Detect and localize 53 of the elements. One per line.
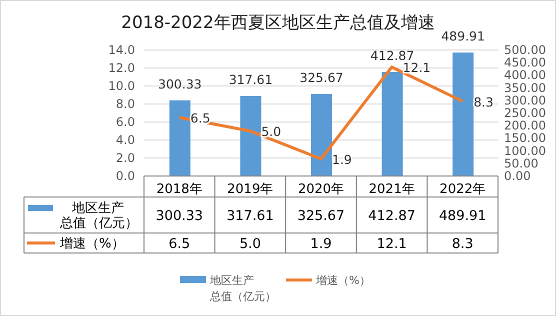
text: 489.91: [441, 28, 485, 44]
text: 2.0: [116, 151, 135, 165]
data-label: 1.9: [310, 236, 332, 252]
text: 0.00: [504, 169, 531, 183]
text: 300.00: [504, 93, 546, 108]
text: 350.00: [504, 80, 546, 95]
chart-title: 2018-2022年西夏区地区生产总值及增速: [121, 13, 435, 33]
text: 100.00: [504, 144, 546, 158]
data-label: 12.1: [376, 236, 407, 252]
data-label: 6.5: [168, 236, 190, 252]
bar: [452, 52, 474, 176]
text: 1.9: [332, 152, 352, 167]
bar: [382, 72, 403, 176]
text: 8.3: [474, 94, 494, 110]
data-label: 325.67: [297, 208, 345, 224]
text: 325.67: [300, 70, 344, 85]
x-tick-label: 2022年: [440, 182, 486, 197]
text: 50.00: [504, 156, 538, 170]
bar: [169, 100, 190, 176]
text: 6.0: [116, 115, 135, 129]
text: 5.0: [261, 124, 282, 139]
data-label: 300.33: [156, 208, 204, 224]
text: 14.0: [108, 43, 135, 57]
text: 400.00: [504, 68, 546, 82]
text: 500.00: [504, 43, 546, 57]
text: 412.87: [370, 48, 414, 63]
text: 300.33: [158, 76, 202, 92]
text: 增速（%）: [316, 274, 370, 287]
text: 450.00: [504, 56, 546, 70]
text: 8.0: [116, 97, 135, 111]
data-label: 8.3: [452, 236, 474, 252]
text: 0.0: [116, 169, 135, 183]
x-tick-label: 2019年: [227, 182, 274, 197]
text: 10.0: [108, 79, 135, 93]
data-label: 317.61: [226, 208, 274, 224]
bar: [240, 96, 262, 176]
text: 250.00: [504, 106, 546, 120]
text: 317.61: [228, 72, 273, 87]
bar: [311, 94, 332, 176]
legend-label: 地区生产总值（亿元）: [59, 201, 138, 231]
data-label: 412.87: [368, 208, 416, 224]
data-label: 5.0: [239, 236, 261, 252]
text: 200.00: [504, 118, 546, 133]
x-tick-label: 2020年: [298, 182, 344, 197]
text: 12.0: [108, 61, 135, 75]
x-tick-label: 2021年: [368, 182, 415, 197]
text: 地区生产总值（亿元）: [210, 274, 276, 303]
text: 150.00: [504, 131, 546, 146]
x-tick-label: 2018年: [156, 182, 202, 197]
text: 4.0: [116, 133, 135, 147]
legend-label: 增速（%）: [59, 236, 124, 252]
data-label: 489.91: [438, 208, 486, 224]
text: 12.1: [402, 60, 431, 76]
